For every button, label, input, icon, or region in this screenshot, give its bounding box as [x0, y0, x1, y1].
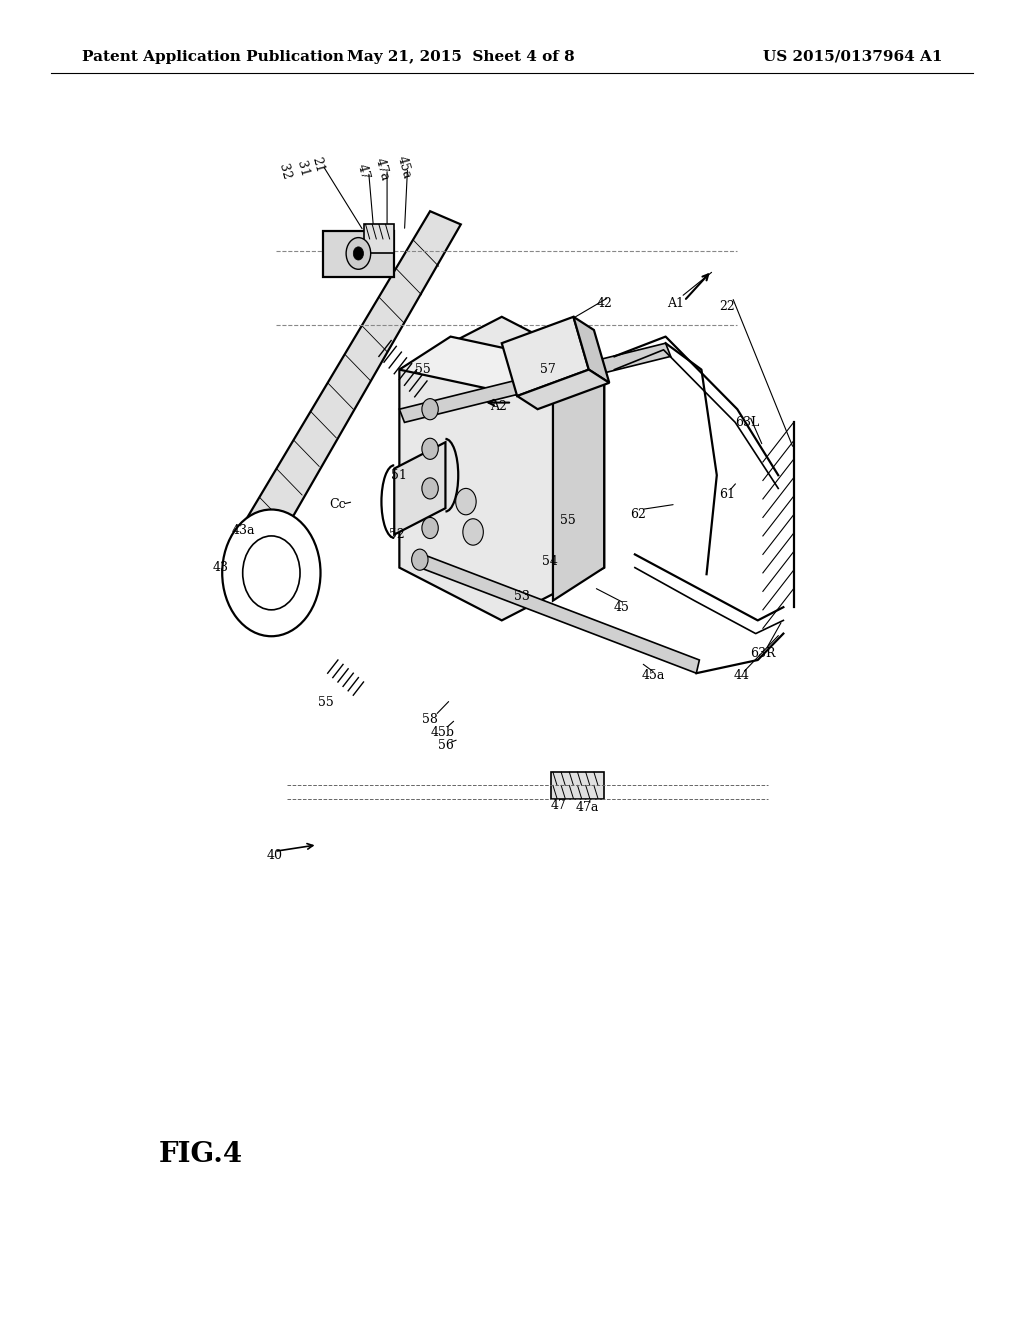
Text: May 21, 2015  Sheet 4 of 8: May 21, 2015 Sheet 4 of 8 [347, 50, 574, 63]
Circle shape [346, 238, 371, 269]
Text: FIG.4: FIG.4 [159, 1142, 243, 1168]
Text: 43: 43 [212, 561, 228, 574]
Polygon shape [399, 343, 671, 422]
Polygon shape [225, 211, 461, 581]
Text: Patent Application Publication: Patent Application Publication [82, 50, 344, 63]
Circle shape [456, 488, 476, 515]
Text: 40: 40 [266, 849, 283, 862]
Text: 58: 58 [422, 713, 438, 726]
Text: 54: 54 [542, 554, 558, 568]
Text: 47: 47 [550, 799, 566, 812]
Text: 44: 44 [733, 669, 750, 682]
Circle shape [422, 399, 438, 420]
Text: 62: 62 [630, 508, 646, 521]
Polygon shape [420, 554, 699, 673]
Polygon shape [323, 231, 394, 277]
Circle shape [353, 247, 364, 260]
Circle shape [422, 517, 438, 539]
Text: 47a: 47a [373, 156, 391, 182]
Text: 55: 55 [560, 513, 577, 527]
Text: 55: 55 [317, 696, 334, 709]
Text: 21: 21 [309, 156, 326, 174]
Text: 31: 31 [294, 160, 310, 178]
Text: Cc: Cc [330, 498, 346, 511]
Circle shape [412, 549, 428, 570]
Polygon shape [364, 224, 394, 253]
Polygon shape [399, 337, 604, 403]
Text: 47: 47 [355, 162, 372, 181]
Text: 32: 32 [276, 162, 293, 181]
Text: 63R: 63R [751, 647, 775, 660]
Polygon shape [553, 370, 604, 601]
Circle shape [243, 536, 300, 610]
Text: A1: A1 [668, 297, 684, 310]
Text: 53: 53 [514, 590, 530, 603]
Polygon shape [502, 317, 589, 396]
Text: US 2015/0137964 A1: US 2015/0137964 A1 [763, 50, 942, 63]
Text: 45a: 45a [642, 669, 665, 682]
Text: 63L: 63L [735, 416, 760, 429]
Text: 45b: 45b [430, 726, 455, 739]
Text: 61: 61 [719, 488, 735, 502]
Circle shape [222, 510, 321, 636]
Polygon shape [517, 370, 609, 409]
Polygon shape [399, 317, 604, 620]
Polygon shape [573, 317, 609, 383]
Circle shape [422, 478, 438, 499]
Text: 47a: 47a [577, 801, 599, 814]
Text: A2: A2 [490, 400, 507, 413]
Circle shape [463, 519, 483, 545]
Text: 52: 52 [389, 528, 406, 541]
Circle shape [422, 438, 438, 459]
Text: 43a: 43a [232, 524, 255, 537]
Polygon shape [551, 772, 604, 799]
Text: 57: 57 [540, 363, 556, 376]
Text: 45a: 45a [395, 154, 414, 181]
Polygon shape [394, 442, 445, 535]
Text: 45: 45 [613, 601, 630, 614]
Text: 55: 55 [415, 363, 431, 376]
Text: 56: 56 [437, 739, 454, 752]
Text: 22: 22 [719, 300, 735, 313]
Text: 42: 42 [596, 297, 612, 310]
Text: 51: 51 [391, 469, 408, 482]
